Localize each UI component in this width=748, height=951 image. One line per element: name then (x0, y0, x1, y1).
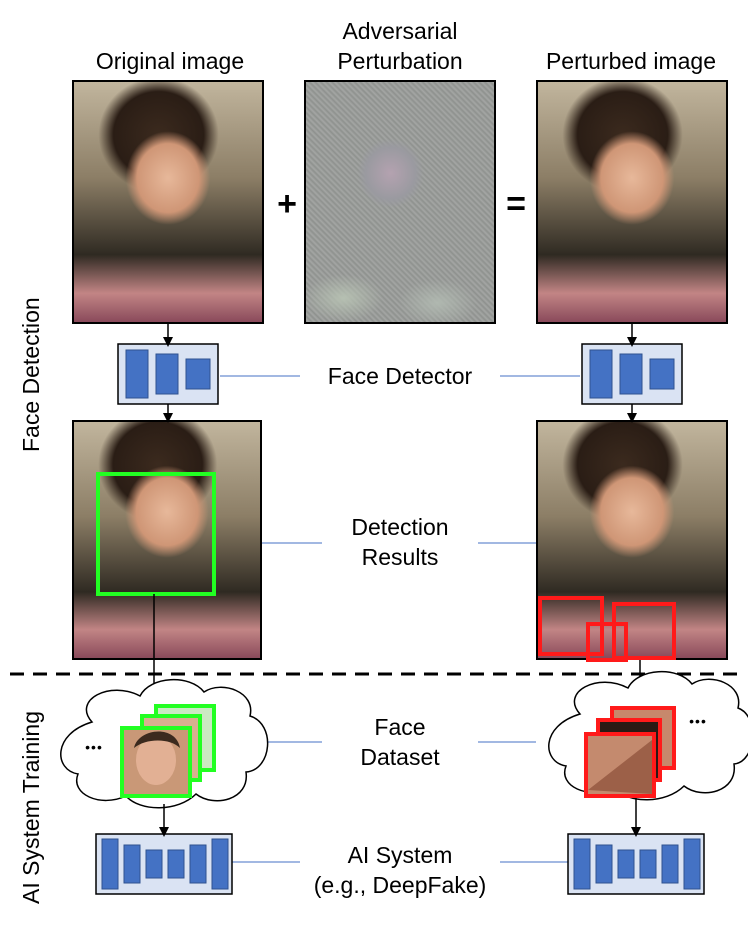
detection-results-line2: Results (361, 544, 439, 570)
detection-box-correct (96, 472, 216, 596)
face-detector-label: Face Detector (327, 363, 473, 389)
plus-operator: + (277, 185, 297, 223)
section-label-ai-training: AI System Training (18, 710, 44, 904)
face-detector-left (117, 343, 219, 405)
ellipsis-right: ••• (689, 713, 707, 729)
ellipsis-left: ••• (85, 739, 103, 755)
header-original-image: Original image (95, 48, 245, 74)
original-face-photo (72, 80, 264, 324)
equals-operator: = (506, 185, 526, 223)
face-crop-stack-right (584, 706, 676, 798)
detection-results-line1: Detection (351, 514, 449, 540)
face-detector-right (581, 343, 683, 405)
ai-system-right (567, 833, 705, 895)
perturbed-face-photo (536, 80, 728, 324)
face-crop-stack-left (120, 704, 216, 798)
detection-boxes-false (538, 596, 676, 662)
header-perturbed-image: Perturbed image (545, 48, 717, 74)
ai-system-line2: (e.g., DeepFake) (313, 872, 487, 898)
adversarial-perturbation-image (304, 80, 496, 324)
detection-result-original (72, 420, 262, 660)
face-dataset-line1: Face (374, 714, 426, 740)
section-label-face-detection: Face Detection (18, 297, 44, 452)
ai-system-left (95, 833, 233, 895)
ai-system-line1: AI System (347, 842, 453, 868)
header-perturbation-line1: Adversarial (342, 18, 458, 44)
face-dataset-line2: Dataset (360, 744, 440, 770)
header-perturbation-line2: Perturbation (337, 48, 463, 74)
